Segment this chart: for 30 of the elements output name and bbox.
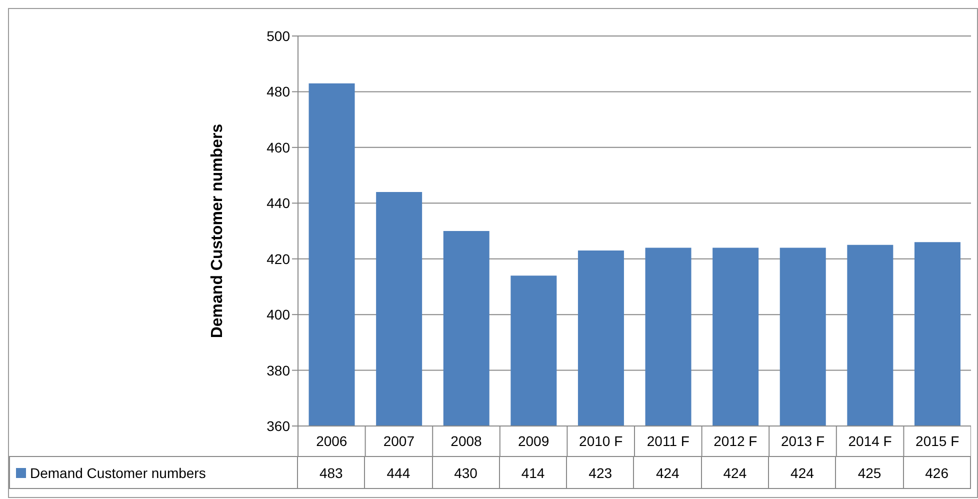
- y-tick-label: 400: [266, 306, 290, 323]
- x-tick-label: 2014 F: [848, 433, 892, 449]
- y-tick-label: 420: [266, 250, 290, 267]
- y-tick-label: 380: [266, 362, 290, 378]
- data-label: 425: [836, 456, 904, 489]
- y-tick-label: 360: [266, 418, 290, 434]
- x-tick-label: 2011 F: [646, 433, 690, 449]
- x-tick-label: 2006: [316, 433, 348, 449]
- x-tick-label: 2012 F: [714, 433, 758, 449]
- x-tick-label: 2013 F: [780, 433, 825, 449]
- data-label: 424: [634, 456, 702, 489]
- y-tick-label: 480: [266, 84, 290, 100]
- x-tick-label: 2009: [518, 433, 550, 449]
- data-label: 444: [365, 456, 433, 489]
- legend-label: Demand Customer numbers: [30, 464, 206, 480]
- data-label: 424: [769, 456, 836, 489]
- y-tick-label: 460: [266, 139, 290, 156]
- data-label: 483: [298, 456, 366, 489]
- data-label: 414: [500, 456, 568, 489]
- x-tick-label: 2008: [450, 433, 482, 449]
- y-axis-title: Demand Customer numbers: [209, 124, 226, 338]
- x-tick-label: 2015 F: [916, 433, 960, 449]
- x-tick-label: 2010 F: [579, 433, 623, 449]
- data-label: 426: [904, 456, 971, 489]
- y-tick-label: 440: [266, 195, 290, 212]
- data-label: 424: [702, 456, 770, 489]
- data-label: 430: [432, 456, 500, 489]
- x-tick-label: 2007: [383, 433, 415, 449]
- data-label: 423: [567, 456, 634, 489]
- y-tick-label: 500: [266, 28, 290, 44]
